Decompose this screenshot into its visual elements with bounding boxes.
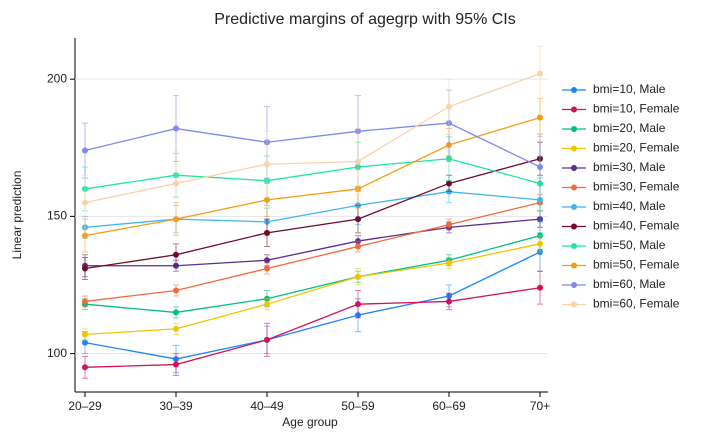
point	[446, 103, 452, 110]
series-line	[84, 122, 541, 168]
series-line	[84, 73, 541, 204]
point	[355, 158, 361, 165]
legend-label: bmi=20, Male	[593, 121, 666, 135]
legend-label: bmi=50, Female	[593, 258, 680, 272]
y-axis-label: Linear prediction	[10, 171, 24, 260]
point	[446, 260, 452, 267]
x-tick-label: 30–39	[159, 399, 193, 413]
series-line	[84, 234, 541, 314]
point	[264, 257, 270, 264]
point	[82, 147, 88, 154]
legend-marker	[571, 301, 577, 308]
x-tick-label: 20–29	[68, 399, 102, 413]
legend-marker	[571, 87, 577, 93]
legend-label: bmi=20, Female	[593, 141, 680, 155]
point	[82, 298, 88, 305]
series-line	[84, 243, 541, 336]
point	[537, 284, 543, 291]
legend-marker	[571, 204, 577, 210]
point	[537, 240, 543, 247]
legend-marker	[571, 282, 577, 288]
point	[264, 161, 270, 168]
point	[537, 70, 543, 77]
point	[173, 216, 179, 223]
chart-title: Predictive margins of agegrp with 95% CI…	[214, 11, 515, 28]
point	[173, 325, 179, 332]
point	[446, 298, 452, 305]
x-tick-label: 50–59	[341, 399, 375, 413]
point	[82, 265, 88, 272]
y-tick-label: 150	[47, 209, 67, 223]
point	[537, 114, 543, 121]
point	[173, 309, 179, 316]
point	[264, 301, 270, 308]
legend-label: bmi=60, Female	[593, 297, 680, 311]
point	[82, 331, 88, 338]
point	[173, 287, 179, 294]
x-tick-label: 60–69	[432, 399, 466, 413]
point	[82, 364, 88, 371]
point	[82, 232, 88, 239]
point	[82, 199, 88, 206]
series-line	[84, 251, 541, 360]
legend-marker	[571, 106, 577, 113]
legend-label: bmi=30, Female	[593, 180, 680, 194]
legend-marker	[571, 184, 577, 191]
legend-label: bmi=50, Male	[593, 238, 666, 252]
x-tick-label: 40–49	[250, 399, 284, 413]
point	[264, 196, 270, 203]
series-line	[84, 158, 541, 190]
point	[537, 163, 543, 170]
point	[173, 180, 179, 187]
x-tick-label: 70+	[530, 399, 550, 413]
point	[173, 361, 179, 368]
point	[173, 125, 179, 132]
point	[355, 301, 361, 308]
legend-marker	[571, 243, 577, 249]
point	[355, 216, 361, 223]
series-line	[84, 116, 541, 237]
point	[446, 180, 452, 187]
legend-marker	[571, 145, 577, 152]
point	[446, 221, 452, 228]
series-line	[84, 202, 541, 303]
point	[82, 339, 88, 346]
point	[264, 336, 270, 343]
legend-label: bmi=10, Female	[593, 102, 680, 116]
legend-marker	[571, 223, 577, 230]
legend-label: bmi=60, Male	[593, 277, 666, 291]
legend-marker	[571, 165, 577, 171]
legend-marker	[571, 262, 577, 269]
series-line	[84, 158, 541, 270]
legend-label: bmi=40, Female	[593, 219, 680, 233]
point	[355, 243, 361, 250]
legend-label: bmi=10, Male	[593, 82, 666, 96]
legend-label: bmi=30, Male	[593, 160, 666, 174]
series-line	[84, 287, 541, 368]
legend-marker	[571, 126, 577, 132]
point	[264, 229, 270, 236]
x-axis-label: Age group	[282, 415, 338, 429]
point	[355, 273, 361, 280]
point	[173, 251, 179, 258]
series-line	[84, 191, 541, 228]
legend-label: bmi=40, Male	[593, 199, 666, 213]
y-tick-label: 100	[47, 346, 67, 360]
point	[264, 265, 270, 272]
y-tick-label: 200	[47, 71, 67, 85]
series-line	[85, 218, 541, 267]
